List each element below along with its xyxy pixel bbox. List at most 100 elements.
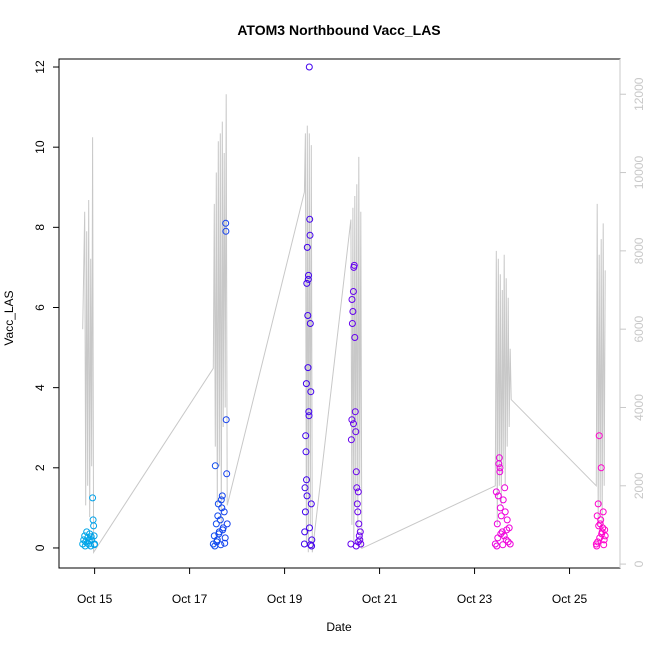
y2-tick-label: 2000 <box>632 472 646 499</box>
data-point <box>301 484 309 492</box>
data-point <box>495 454 503 462</box>
data-point <box>303 476 310 484</box>
data-point <box>306 231 314 239</box>
y-tick-label: 0 <box>33 544 47 551</box>
data-point <box>307 541 314 549</box>
y2-tick-label: 12000 <box>632 77 646 111</box>
scatter-points <box>79 63 609 550</box>
data-point <box>496 468 504 476</box>
data-point <box>506 540 514 548</box>
y2-tick-label: 6000 <box>632 315 646 342</box>
data-point <box>221 539 229 547</box>
data-point <box>599 508 607 516</box>
y-tick-label: 2 <box>33 464 47 471</box>
data-point <box>218 492 226 500</box>
data-point <box>303 492 311 500</box>
data-point <box>305 408 313 416</box>
data-point <box>305 271 312 279</box>
data-point <box>491 540 499 548</box>
data-point <box>348 296 356 303</box>
data-point <box>351 408 359 416</box>
data-point <box>217 496 225 504</box>
data-point <box>354 488 362 496</box>
data-point <box>352 468 360 476</box>
x-tick-label: Oct 21 <box>362 592 398 606</box>
chart-title: ATOM3 Northbound Vacc_LAS <box>237 22 440 38</box>
data-point <box>306 524 313 532</box>
data-point <box>90 532 98 540</box>
data-point <box>356 528 364 536</box>
secondary-line-series <box>82 94 606 554</box>
data-point <box>594 500 602 508</box>
data-point <box>492 488 500 496</box>
data-point <box>223 470 231 478</box>
data-point <box>351 334 359 341</box>
data-point <box>211 462 219 470</box>
data-point <box>304 364 312 372</box>
data-point <box>308 536 316 544</box>
data-point <box>595 522 603 530</box>
data-point <box>593 512 601 520</box>
data-point <box>347 436 355 444</box>
data-point <box>497 530 505 538</box>
data-point <box>221 534 229 542</box>
data-point <box>493 520 501 528</box>
data-point <box>353 500 361 508</box>
data-point <box>215 528 223 536</box>
data-point <box>212 520 220 528</box>
x-tick-label: Oct 25 <box>552 592 588 606</box>
data-point <box>222 227 230 235</box>
data-point <box>357 540 365 548</box>
data-point <box>354 508 362 516</box>
y2-tick-label: 10000 <box>632 156 646 190</box>
data-point <box>302 432 310 440</box>
data-point <box>352 542 360 550</box>
data-point <box>302 448 310 456</box>
data-point <box>502 536 510 544</box>
data-point <box>303 243 311 251</box>
data-point <box>499 496 507 504</box>
data-point <box>348 416 356 424</box>
data-point <box>350 261 358 269</box>
data-point <box>601 532 609 540</box>
x-tick-label: Oct 17 <box>172 592 208 606</box>
y-tick-label: 10 <box>33 140 47 154</box>
data-point <box>216 516 224 524</box>
data-point <box>349 288 357 295</box>
data-point <box>90 522 98 530</box>
data-point <box>350 420 357 428</box>
data-point <box>499 541 507 549</box>
data-point <box>496 464 504 472</box>
data-point <box>594 538 602 546</box>
data-point <box>306 320 314 327</box>
data-point <box>349 308 357 315</box>
data-point <box>223 520 231 528</box>
y-axis-label: Vacc_LAS <box>2 290 16 345</box>
data-point <box>497 512 505 520</box>
x-tick-label: Oct 23 <box>457 592 493 606</box>
data-point <box>501 508 509 516</box>
axes: 0 2 4 6 8 10 12 Oct 15 Oct 17 Oct 19 Oct 21 Oct 23 O… <box>33 58 646 606</box>
data-point <box>593 542 601 550</box>
y2-tick-label: 8000 <box>632 237 646 264</box>
data-point <box>305 412 313 420</box>
data-point <box>219 524 227 532</box>
data-point <box>356 536 364 544</box>
data-point <box>306 215 314 223</box>
y-tick-label: 4 <box>33 384 47 391</box>
data-point <box>600 541 608 549</box>
x-axis-label: Date <box>326 620 352 634</box>
y-tick-label: 12 <box>33 60 47 74</box>
data-point <box>87 533 95 541</box>
secondary-line <box>82 94 606 554</box>
data-point <box>301 528 309 536</box>
data-point <box>220 508 228 516</box>
data-point <box>494 534 502 542</box>
x-tick-label: Oct 15 <box>77 592 113 606</box>
data-point <box>597 516 605 524</box>
data-point <box>89 494 97 502</box>
data-point <box>353 484 361 492</box>
data-point <box>500 532 508 540</box>
data-point <box>305 63 313 71</box>
y-tick-label: 6 <box>33 304 47 311</box>
